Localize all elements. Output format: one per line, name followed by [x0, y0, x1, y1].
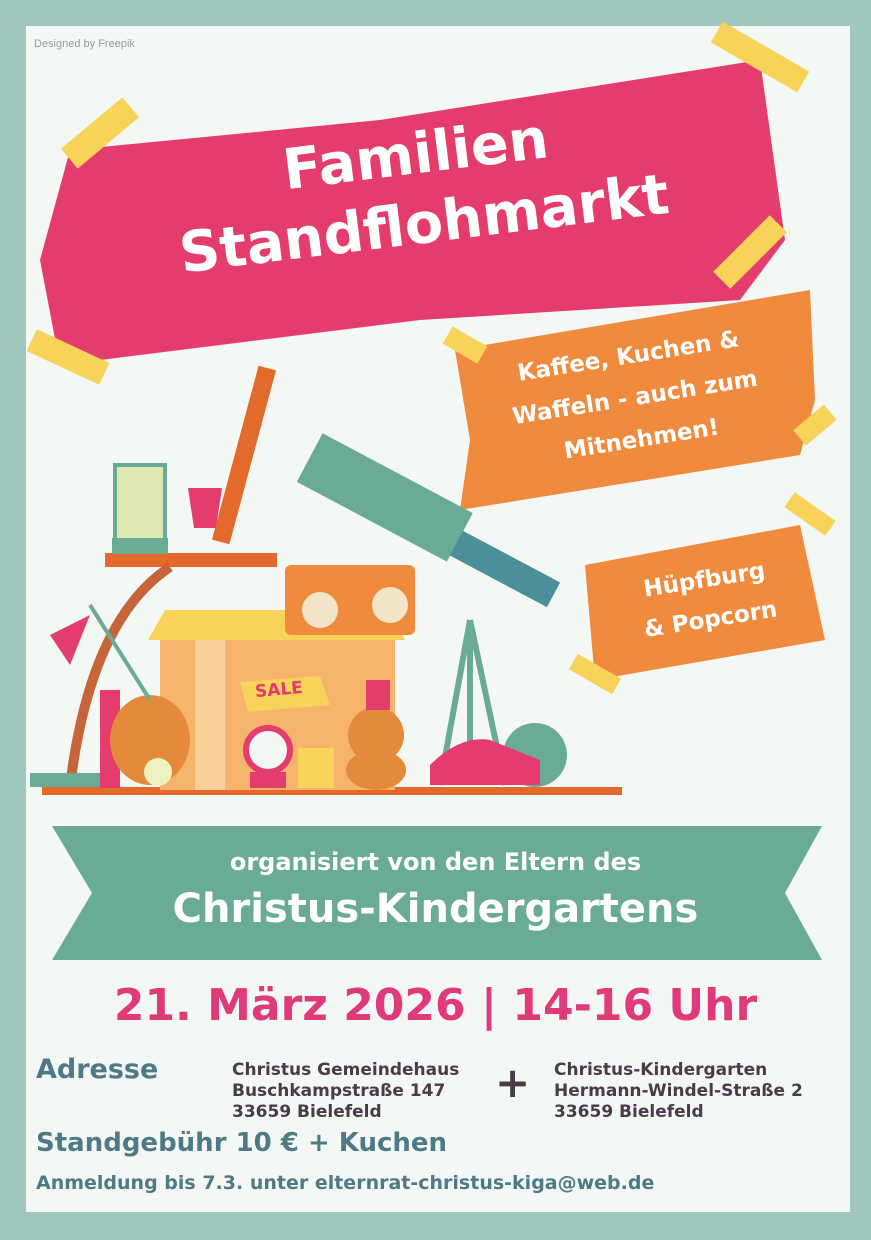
sale-tag: SALE [254, 677, 304, 703]
address-location-1: Christus Gemeindehaus Buschkampstraße 14… [232, 1060, 459, 1123]
tape [442, 326, 488, 364]
tape [793, 404, 837, 446]
location-name: Christus-Kindergarten [554, 1060, 768, 1080]
tape [784, 492, 836, 536]
registration-info: Anmeldung bis 7.3. unter elternrat-chris… [36, 1172, 655, 1194]
location-city: 33659 Bielefeld [554, 1102, 704, 1122]
plus-separator: + [495, 1058, 531, 1107]
offer-banner-2 [585, 525, 825, 680]
tape [710, 21, 810, 93]
location-city: 33659 Bielefeld [232, 1102, 382, 1122]
address-location-2: Christus-Kindergarten Hermann-Windel-Str… [554, 1060, 803, 1123]
organizer-line-2: Christus-Kindergartens [172, 886, 699, 932]
tape [568, 653, 622, 695]
credit: Designed by Freepik [34, 38, 135, 50]
organizer-ribbon [52, 826, 822, 960]
flea-market-illustration [30, 365, 622, 795]
offer-banner-1 [455, 290, 815, 510]
organizer-line-1: organisiert von den Eltern des [229, 848, 642, 876]
title-banner [40, 60, 785, 365]
tape [713, 215, 787, 289]
location-street: Hermann-Windel-Straße 2 [554, 1081, 803, 1101]
tape [26, 329, 110, 385]
event-date: 21. März 2026 | 14-16 Uhr [113, 980, 758, 1031]
tape [61, 97, 139, 169]
address-label: Adresse [36, 1054, 159, 1085]
stand-fee: Standgebühr 10 € + Kuchen [36, 1128, 448, 1158]
location-name: Christus Gemeindehaus [232, 1060, 460, 1080]
location-street: Buschkampstraße 147 [232, 1081, 446, 1101]
